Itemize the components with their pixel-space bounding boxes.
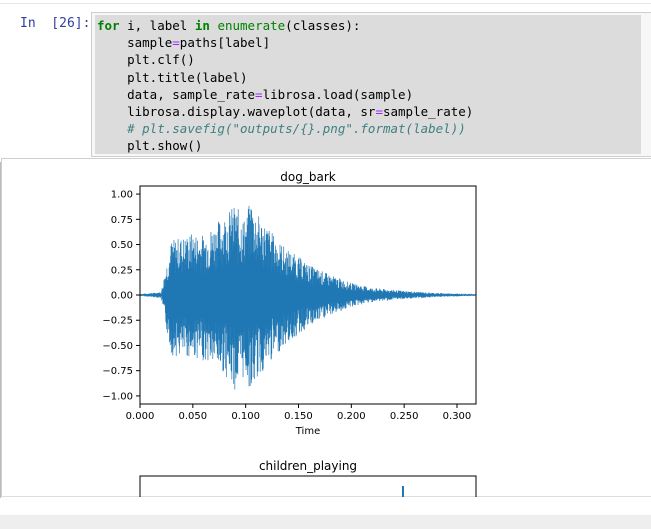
code-token: # plt.savefig("outputs/{}.png".format(la… [127, 121, 466, 137]
code-token: = [172, 35, 180, 51]
x-tick-label: 0.050 [179, 411, 208, 422]
code-line: librosa.display.waveplot(data, sr=sample… [97, 103, 641, 120]
y-axis-ticks: 1.00 0.75 0.50 0.25 0.00 −0.25 −0.50 −0.75 −1.00 [102, 190, 140, 402]
code-token: plt.clf() [97, 52, 195, 68]
y-tick-label: −0.25 [102, 316, 133, 327]
code-token: for [97, 18, 120, 33]
x-axis-ticks: 0.000 0.050 0.100 0.150 0.200 0.250 0.300 [126, 404, 472, 422]
y-tick-label: 0.25 [111, 265, 133, 276]
x-axis-label: Time [295, 426, 320, 437]
waveform-area [139, 205, 477, 390]
chart-title: children_playing [259, 459, 357, 473]
x-tick-label: 0.250 [390, 411, 419, 422]
x-tick-label: 0.100 [231, 411, 260, 422]
x-tick-label: 0.000 [126, 411, 155, 422]
code-editor[interactable]: for i, label in enumerate(classes): samp… [95, 15, 641, 154]
cell-output-area [1, 158, 651, 497]
bottom-scroll-region [0, 515, 651, 529]
y-tick-label: 0.75 [111, 215, 133, 226]
code-token: i, label [119, 18, 195, 33]
code-token: sample [97, 35, 173, 51]
code-line: for i, label in enumerate(classes): [97, 17, 641, 34]
waveform-plot-children-playing: children_playing [139, 459, 477, 497]
code-token: paths[label] [179, 35, 271, 51]
code-line: # plt.savefig("outputs/{}.png".format(la… [97, 120, 641, 137]
code-token: enumerate [217, 18, 286, 33]
code-token: data, sample_rate [97, 86, 256, 102]
output-collapse-bar[interactable] [0, 162, 1, 498]
input-prompt: In [26]: [20, 16, 91, 31]
waveform-plot-dog-bark: dog_bark 0.000 0.050 0.100 0.150 0.200 0.250 0… [102, 170, 477, 437]
y-tick-label: 1.00 [111, 190, 133, 201]
code-token: librosa.load(sample) [262, 86, 414, 102]
code-token: librosa.display.waveplot(data, sr [97, 104, 376, 120]
code-token: plt.show() [97, 138, 203, 154]
code-line: data, sample_rate=librosa.load(sample) [97, 86, 641, 103]
code-line: plt.clf() [97, 51, 641, 68]
code-token: in [194, 18, 210, 33]
y-tick-label: −0.50 [102, 341, 133, 352]
plot-frame [139, 475, 477, 497]
code-token: (classes): [285, 18, 361, 33]
x-tick-label: 0.200 [337, 411, 366, 422]
waveform-series [139, 205, 477, 390]
code-line: plt.title(label) [97, 69, 641, 86]
code-token: sample_rate) [382, 104, 474, 120]
y-tick-label: −1.00 [102, 391, 133, 402]
waveform-peak [402, 486, 404, 497]
code-token: = [255, 86, 263, 102]
y-tick-label: 0.50 [111, 240, 133, 251]
y-tick-label: 0.00 [111, 291, 133, 302]
code-token: = [375, 104, 383, 120]
x-tick-label: 0.150 [284, 411, 313, 422]
x-tick-label: 0.300 [443, 411, 472, 422]
code-line: plt.show() [97, 137, 641, 154]
chart-title: dog_bark [280, 170, 335, 184]
cell-top-border [0, 3, 651, 4]
code-line: sample=paths[label] [97, 34, 641, 51]
y-tick-label: −0.75 [102, 366, 133, 377]
code-token: plt.title(label) [97, 69, 248, 85]
